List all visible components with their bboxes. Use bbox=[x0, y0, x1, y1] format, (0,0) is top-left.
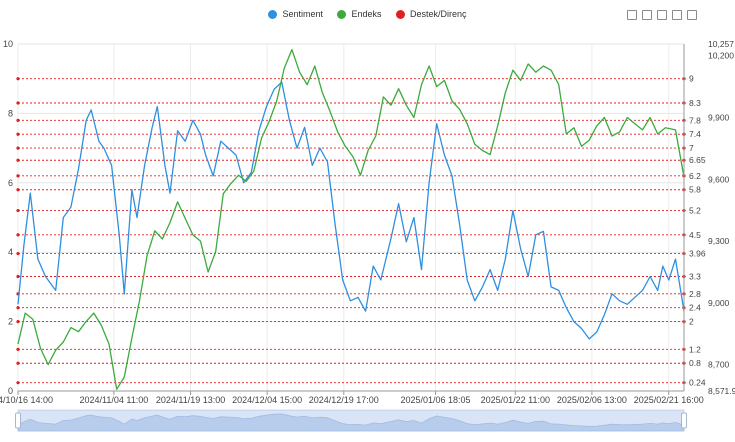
legend-item-destek-direnc[interactable]: Destek/Direnç bbox=[396, 9, 467, 19]
y-left-tick-label: 4 bbox=[8, 247, 13, 257]
data-view-icon[interactable] bbox=[672, 10, 682, 20]
axes-layer: 0 2 4 6 8 10 2024/10/16 14:00 2024/11/04 11:00 2… bbox=[0, 39, 735, 405]
x-tick-label: 2025/01/22 11:00 bbox=[481, 395, 550, 405]
y-left-tick-label: 0 bbox=[8, 386, 13, 396]
restore-icon[interactable] bbox=[657, 10, 667, 20]
series-line-sentiment bbox=[17, 81, 685, 340]
support-resistance-label: 1.2 bbox=[689, 344, 701, 354]
chart-toolbox bbox=[627, 10, 697, 20]
support-resistance-label: 0.8 bbox=[689, 358, 701, 368]
support-resistance-marker-left bbox=[16, 381, 20, 385]
support-resistance-marker-left bbox=[16, 251, 20, 256]
y-left-tick-label: 8 bbox=[8, 108, 13, 118]
legend-marker-endeks bbox=[337, 9, 347, 19]
support-resistance-label: 3.96 bbox=[689, 249, 706, 259]
support-resistance-marker-left bbox=[16, 132, 20, 136]
y-right-tick-label: 10,200 bbox=[708, 51, 734, 61]
zoom-select-icon[interactable] bbox=[627, 10, 637, 20]
data-zoom-window bbox=[18, 410, 684, 431]
legend-marker-destek-direnc bbox=[396, 9, 406, 19]
support-resistance-label: 4.5 bbox=[689, 230, 701, 240]
support-resistance-marker-left bbox=[16, 188, 20, 192]
legend-label-endeks: Endeks bbox=[351, 9, 382, 19]
series-layer bbox=[17, 48, 685, 390]
support-resistance-label: 7.8 bbox=[689, 115, 701, 125]
support-resistance-label: 8.3 bbox=[689, 98, 701, 108]
support-resistance-label: 7.4 bbox=[689, 129, 701, 139]
support-resistance-marker-left bbox=[16, 174, 20, 178]
x-tick-label: 2025/01/06 18:05 bbox=[400, 395, 470, 405]
data-zoom-handle[interactable] bbox=[681, 412, 687, 429]
support-resistance-label: 3.3 bbox=[689, 271, 701, 281]
save-image-icon[interactable] bbox=[687, 10, 697, 20]
support-resistance-layer: 0.24 0.8 1.2 2 2.4 2.8 3.3 3.96 4.5 5.2 5.8 6.2 6.65… bbox=[16, 74, 706, 388]
support-resistance-label: 9 bbox=[689, 74, 694, 84]
support-resistance-marker-left bbox=[16, 361, 20, 365]
support-resistance-marker-left bbox=[16, 274, 20, 279]
support-resistance-label: 2.8 bbox=[689, 289, 701, 299]
support-resistance-label: 2.4 bbox=[689, 303, 701, 313]
support-resistance-marker-left bbox=[16, 233, 20, 237]
support-resistance-label: 6.65 bbox=[689, 155, 706, 165]
support-resistance-marker-left bbox=[16, 101, 20, 105]
support-resistance-marker-left bbox=[16, 347, 20, 351]
support-resistance-label: 0.24 bbox=[689, 378, 706, 388]
y-right-tick-label: 9,900 bbox=[708, 113, 730, 123]
y-right-tick-label: 9,300 bbox=[708, 236, 730, 246]
support-resistance-marker-left bbox=[16, 320, 20, 324]
y-left-tick-label: 6 bbox=[8, 178, 13, 188]
legend-item-sentiment[interactable]: Sentiment bbox=[268, 9, 323, 19]
support-resistance-marker-left bbox=[16, 77, 20, 81]
y-left-tick-label: 10 bbox=[3, 39, 13, 49]
x-tick-label: 2025/02/06 13:00 bbox=[557, 395, 627, 405]
support-resistance-marker-left bbox=[16, 306, 20, 310]
y-right-tick-label: 8,700 bbox=[708, 360, 730, 370]
legend-label-destek-direnc: Destek/Direnç bbox=[410, 9, 467, 19]
x-tick-label: 2025/02/21 16:00 bbox=[634, 395, 704, 405]
y-right-tick-label: 10,257 bbox=[708, 39, 734, 49]
x-tick-label: 2024/12/19 17:00 bbox=[309, 395, 379, 405]
support-resistance-marker-left bbox=[16, 158, 20, 162]
support-resistance-marker-left bbox=[16, 208, 20, 213]
x-tick-label: 2024/12/04 15:00 bbox=[232, 395, 302, 405]
legend-marker-sentiment bbox=[268, 9, 278, 19]
legend-item-endeks[interactable]: Endeks bbox=[337, 9, 382, 19]
x-tick-label: 2024/11/04 11:00 bbox=[80, 395, 149, 405]
support-resistance-marker-left bbox=[16, 146, 20, 150]
support-resistance-label: 7 bbox=[689, 143, 694, 153]
support-resistance-label: 2 bbox=[689, 317, 694, 327]
y-left-tick-label: 2 bbox=[8, 317, 13, 327]
series-line-endeks bbox=[17, 48, 685, 390]
support-resistance-label: 6.2 bbox=[689, 171, 701, 181]
chart-legend: Sentiment Endeks Destek/Direnç bbox=[0, 9, 735, 21]
support-resistance-label: 5.2 bbox=[689, 206, 701, 216]
support-resistance-marker-left bbox=[16, 118, 20, 122]
legend-label-sentiment: Sentiment bbox=[282, 9, 323, 19]
x-tick-label: 2024/11/19 13:00 bbox=[156, 395, 225, 405]
support-resistance-label: 5.8 bbox=[689, 185, 701, 195]
y-right-tick-label: 8,571.9 bbox=[708, 386, 735, 396]
y-right-tick-label: 9,000 bbox=[708, 298, 730, 308]
data-zoom-preview bbox=[17, 413, 685, 432]
zoom-back-icon[interactable] bbox=[642, 10, 652, 20]
x-tick-label: 2024/10/16 14:00 bbox=[0, 395, 53, 405]
data-zoom-slider[interactable] bbox=[15, 409, 687, 432]
data-zoom-handle[interactable] bbox=[15, 412, 21, 429]
y-right-tick-label: 9,600 bbox=[708, 174, 730, 184]
